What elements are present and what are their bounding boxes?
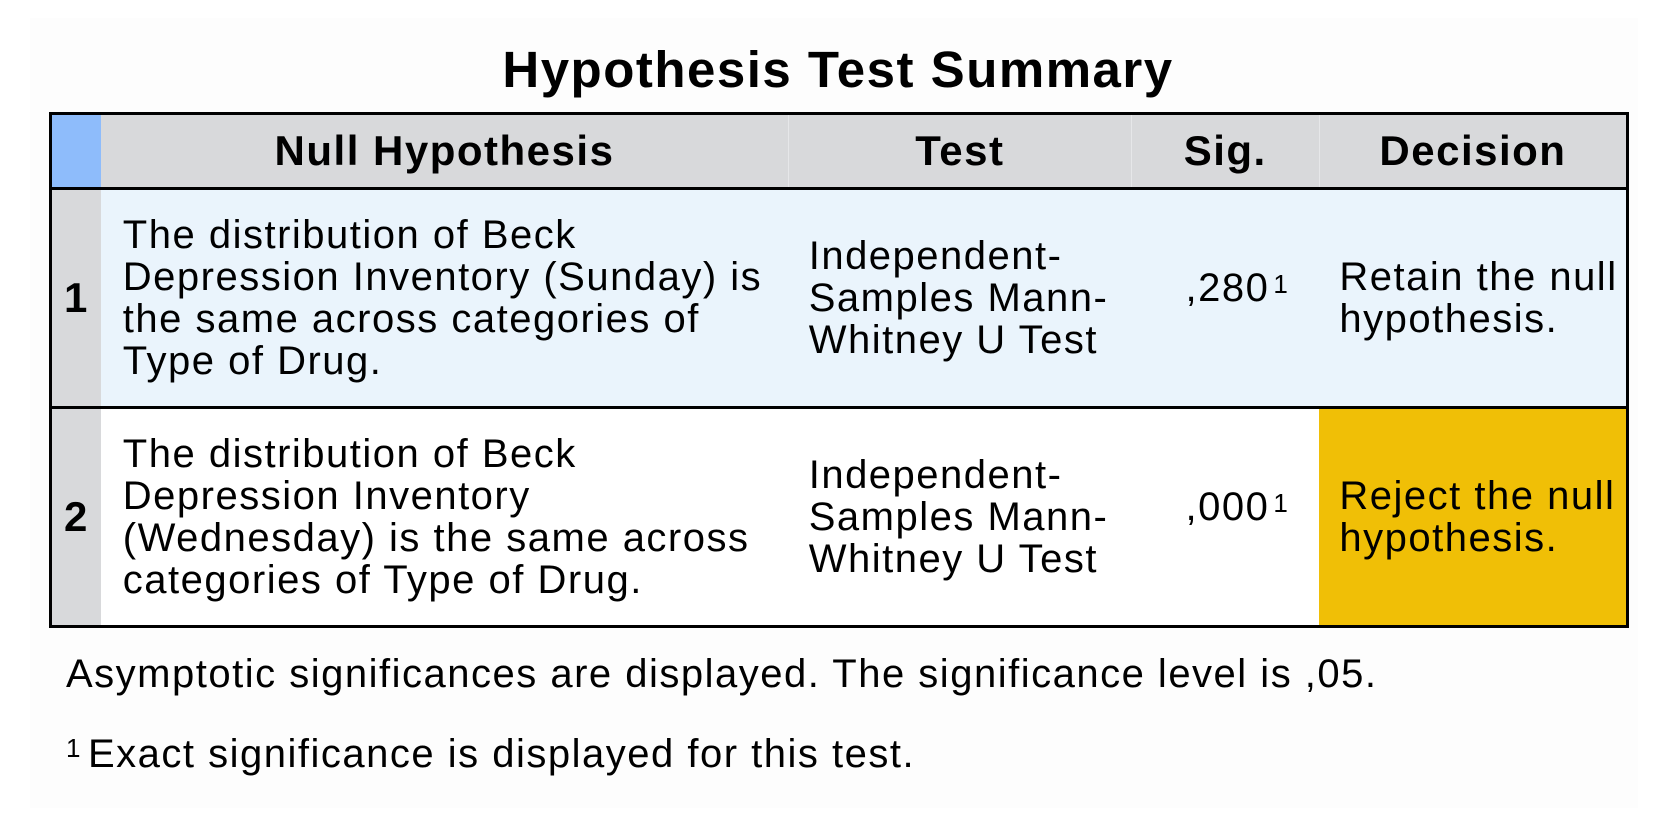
table-row: 2 The distribution of Beck Depression In… [50, 407, 1628, 627]
sig-cell: ,000 1 [1131, 407, 1320, 627]
header-decision: Decision [1319, 113, 1628, 190]
footnote-marker: 1 [66, 733, 82, 763]
header-test: Test [788, 113, 1132, 190]
sig-cell: ,280 1 [1131, 188, 1320, 409]
footnote: 1 Exact significance is displayed for thi… [66, 730, 915, 778]
significance-note: Asymptotic significances are displayed. … [66, 652, 1378, 696]
footnote-text: Exact significance is displayed for this… [87, 732, 916, 776]
sig-footnote-marker: 1 [1273, 269, 1290, 299]
null-hypothesis-cell: The distribution of Beck Depression Inve… [100, 407, 789, 627]
header-null-hypothesis: Null Hypothesis [100, 113, 790, 190]
sig-value: ,000 [1185, 485, 1270, 529]
table-row: 1 The distribution of Beck Depression In… [50, 188, 1628, 409]
sig-value: ,280 [1185, 266, 1270, 310]
decision-cell-reject: Reject the null hypothesis. [1319, 407, 1628, 627]
header-sig: Sig. [1131, 113, 1320, 190]
table-title: Hypothesis Test Summary [502, 41, 1174, 98]
row-number: 2 [50, 407, 101, 627]
test-cell: Independent-Samples Mann-Whitney U Test [788, 188, 1132, 409]
decision-cell: Retain the null hypothesis. [1319, 188, 1628, 409]
null-hypothesis-cell: The distribution of Beck Depression Inve… [100, 188, 789, 409]
test-cell: Independent-Samples Mann-Whitney U Test [788, 407, 1132, 627]
table-header-row: Null Hypothesis Test Sig. Decision [50, 113, 1628, 190]
row-number: 1 [50, 188, 101, 409]
sig-footnote-marker: 1 [1273, 488, 1290, 518]
hypothesis-test-table: Null Hypothesis Test Sig. Decision 1 The… [49, 112, 1629, 628]
corner-cell [50, 113, 101, 190]
